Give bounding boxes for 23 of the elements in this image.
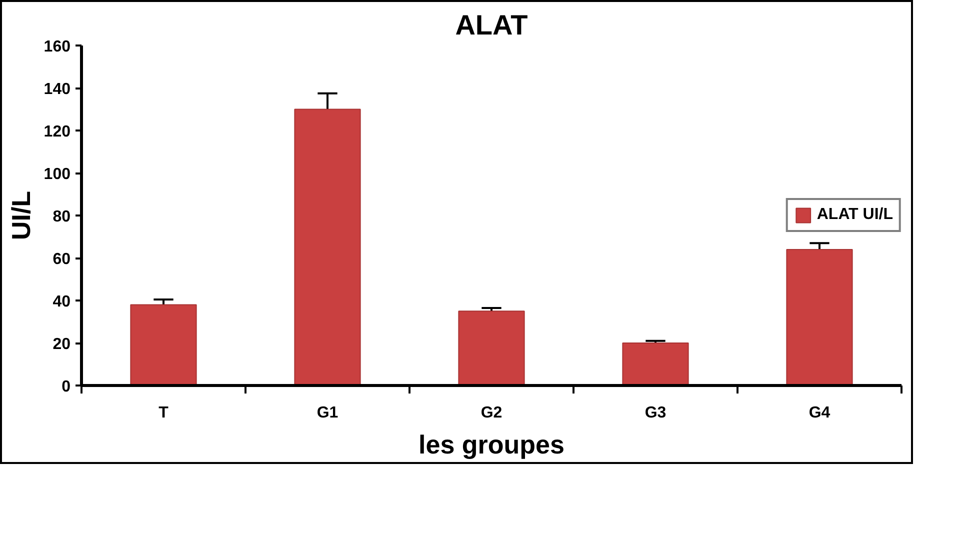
bar (458, 310, 525, 386)
y-tick-label: 0 (62, 378, 71, 396)
x-axis-title: les groupes (418, 430, 564, 460)
legend-label: ALAT UI/L (816, 206, 893, 224)
chart-title: ALAT (455, 10, 528, 40)
x-tick-label: G1 (316, 404, 338, 422)
y-tick-label: 80 (52, 208, 71, 226)
y-tick-label: 140 (44, 81, 71, 98)
bar (786, 249, 853, 386)
y-tick-label: 160 (44, 38, 71, 56)
y-tick-label: 100 (44, 166, 71, 183)
y-tick-label: 40 (52, 294, 71, 310)
y-tick-label: 60 (52, 251, 71, 268)
x-tick-label: T (158, 404, 169, 422)
x-tick-label: G3 (644, 404, 666, 422)
x-tick-label: G2 (480, 404, 502, 422)
y-axis-title: UI/L (6, 190, 36, 240)
y-tick-label: 20 (52, 336, 71, 353)
bar (622, 342, 689, 386)
x-tick-label: G4 (808, 404, 830, 422)
bar (130, 304, 197, 386)
y-tick-label: 120 (44, 124, 71, 140)
bar (294, 108, 361, 386)
